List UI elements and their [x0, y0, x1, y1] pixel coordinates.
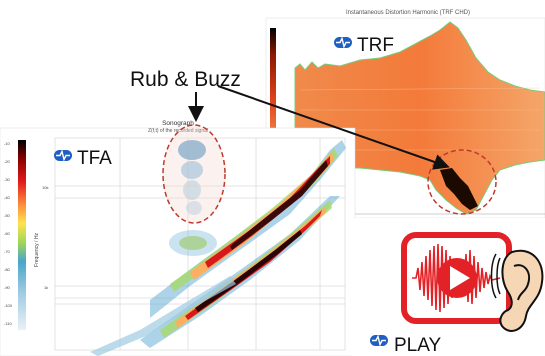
play-panel: PLAY: [352, 218, 545, 356]
trf-title: Instantaneous Distortion Harmonic (TRF C…: [346, 10, 470, 16]
svg-text:-90: -90: [4, 285, 11, 290]
trf-colorbar: [270, 28, 276, 208]
tfa-tick-labels: 10k 1k: [42, 185, 48, 290]
tfa-subtitle: Z(f,t) of the recorded signal: [148, 128, 208, 134]
svg-text:-30: -30: [4, 177, 11, 182]
trf-badge: TRF: [334, 35, 394, 56]
play-badge: PLAY: [370, 334, 442, 356]
svg-text:1k: 1k: [44, 285, 48, 290]
sound-waves-icon: [490, 253, 501, 299]
tfa-badge-label: TFA: [77, 148, 112, 169]
play-badge-label: PLAY: [394, 335, 442, 356]
svg-text:-70: -70: [4, 249, 11, 254]
svg-text:-100: -100: [4, 303, 13, 308]
trf-badge-label: TRF: [357, 35, 394, 56]
tfa-spectrogram: [90, 140, 346, 356]
svg-text:-110: -110: [4, 321, 12, 326]
trf-detail-lines: [299, 87, 541, 151]
trf-highlight-ellipse: [427, 149, 497, 215]
svg-text:-60: -60: [4, 231, 11, 236]
callout-label: Rub & Buzz: [130, 68, 241, 91]
tfa-panel: Sonograph Z(f,t) of the recorded signal …: [0, 120, 356, 356]
trf-spectrum: [294, 21, 545, 215]
tfa-ylabel: Frequency / Hz: [34, 233, 40, 267]
svg-text:-10: -10: [4, 141, 11, 146]
tfa-colorbar-labels: -10 -20 -30 -40 -50 -60 -70 -80 -90 -100…: [4, 141, 13, 326]
trf-distortion-hotspot: [440, 168, 478, 210]
svg-text:-50: -50: [4, 213, 11, 218]
tfa-badge: TFA: [54, 148, 112, 169]
callout-arrow-trf: [217, 85, 450, 170]
svg-text:-20: -20: [4, 159, 11, 164]
tfa-title: Sonograph: [162, 120, 194, 127]
svg-text:-40: -40: [4, 195, 11, 200]
tfa-highlight-ellipse: [162, 124, 226, 224]
svg-text:10k: 10k: [42, 185, 48, 190]
rub-buzz-callout: Rub & Buzz: [130, 68, 450, 170]
svg-text:-80: -80: [4, 267, 11, 272]
tfa-colorbar: [18, 140, 26, 330]
ear-icon: [499, 249, 544, 332]
